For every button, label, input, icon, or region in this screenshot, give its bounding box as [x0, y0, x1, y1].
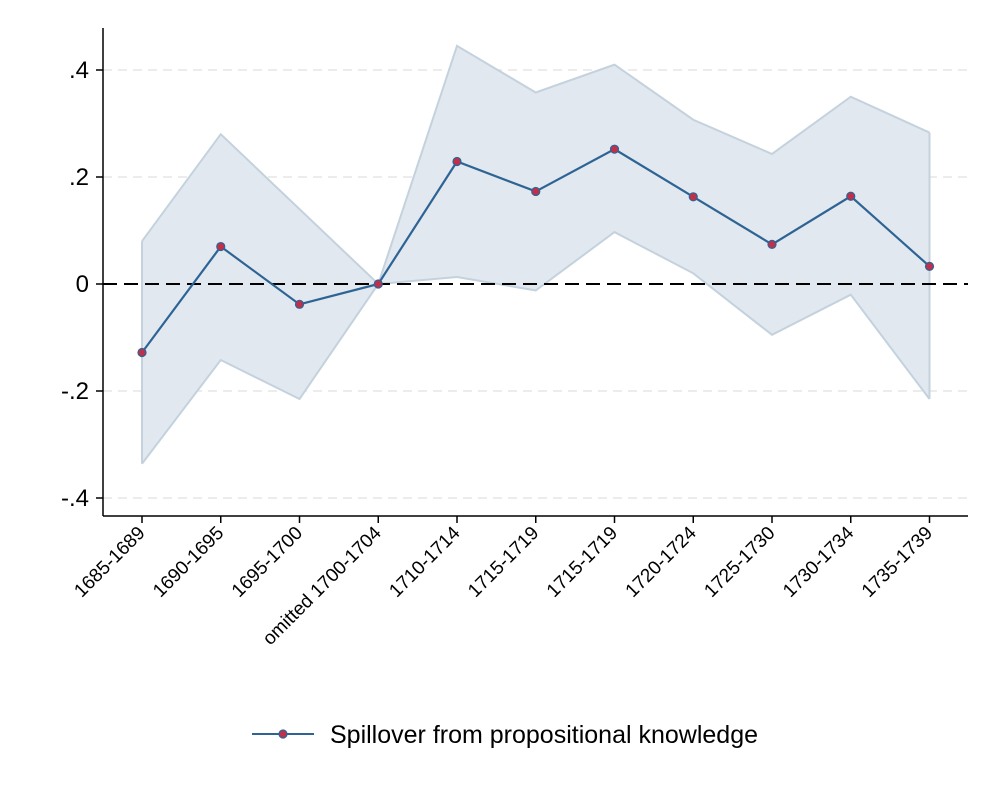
confidence-band — [141, 44, 931, 465]
data-point — [531, 186, 541, 197]
legend-marker-swatch — [278, 729, 288, 739]
y-tick-label: .2 — [69, 164, 89, 191]
data-point — [294, 299, 305, 309]
data-points — [137, 144, 935, 358]
y-tick-label: -.2 — [61, 378, 89, 405]
x-tick-label: 1735-1739 — [858, 523, 937, 602]
x-tick-label: 1715-1719 — [464, 523, 543, 602]
data-point — [373, 279, 383, 289]
legend-label: Spillover from propositional knowledge — [330, 721, 758, 749]
x-tick-label: 1730-1734 — [779, 522, 858, 601]
y-tick-label: 0 — [76, 271, 89, 298]
x-tick-label: 1685-1689 — [70, 523, 149, 602]
x-tick-label: 1695-1700 — [228, 523, 307, 602]
data-point — [609, 144, 620, 154]
data-point — [688, 192, 698, 202]
y-tick-label: .4 — [69, 57, 89, 84]
confidence-band-upper — [141, 44, 930, 286]
x-tick-label: 1690-1695 — [149, 523, 228, 602]
confidence-band-area — [142, 45, 930, 464]
data-point — [924, 261, 935, 271]
confidence-band-lower — [141, 230, 931, 465]
y-tick-label: -.4 — [61, 485, 89, 512]
data-point — [452, 156, 462, 167]
x-tick-label: 1720-1724 — [622, 522, 701, 601]
legend: Spillover from propositional knowledge — [252, 721, 758, 749]
data-point — [216, 241, 226, 252]
x-tick-label: 1710-1714 — [385, 522, 464, 601]
y-ticks: .4 .2 0 -.2 -.4 — [61, 57, 103, 512]
data-point — [137, 347, 147, 358]
x-tick-label: 1715-1719 — [543, 523, 622, 602]
data-point — [767, 239, 777, 250]
data-point — [846, 191, 856, 201]
x-tick-label: 1725-1730 — [700, 523, 779, 602]
